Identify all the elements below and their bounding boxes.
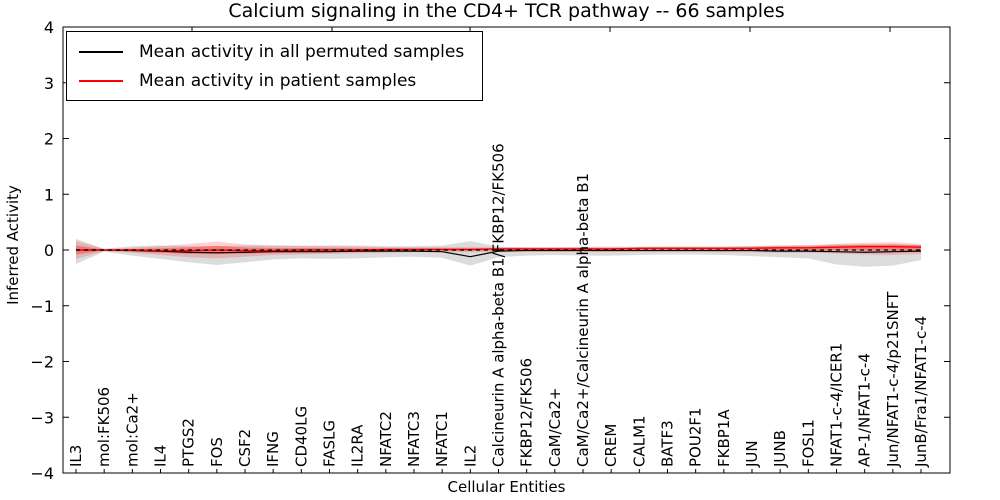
x-entity-label: AP-1/NFAT1-c-4: [856, 353, 874, 467]
x-entity-label: Calcineurin A alpha-beta B1/FKBP12/FK506: [490, 143, 508, 467]
x-entity-label: IL4: [152, 445, 170, 467]
x-entity-label: NFATC3: [405, 411, 423, 467]
y-tick-label: 1: [44, 185, 54, 204]
x-entity-label: JUN: [743, 440, 761, 468]
legend: Mean activity in all permuted samples Me…: [66, 31, 484, 101]
legend-label-permuted: Mean activity in all permuted samples: [139, 41, 465, 62]
x-entity-label: mol:Ca2+: [123, 392, 141, 467]
x-entity-label: JunB/Fra1/NFAT1-c-4: [912, 316, 930, 468]
line-mean-patient: [76, 245, 922, 252]
x-entity-label: CaM/Ca2+: [546, 388, 564, 467]
x-entity-label: Jun/NFAT1-c-4/p21SNFT: [884, 291, 902, 468]
x-entity-label: FOS: [208, 437, 226, 467]
x-axis-label: Cellular Entities: [447, 478, 566, 496]
line-mean-permuted: [76, 249, 922, 258]
y-tick-label: −2: [30, 353, 54, 372]
x-entity-label: IL2RA: [349, 424, 367, 467]
x-entity-label: FASLG: [321, 420, 339, 467]
x-entity-label: POU2F1: [687, 407, 705, 467]
x-entity-label: NFAT1-c-4/ICER1: [828, 343, 846, 467]
x-entity-label: IL3: [67, 445, 85, 467]
y-tick-label: −3: [30, 408, 54, 427]
x-entity-label: FOSL1: [799, 419, 817, 467]
x-entity-label: PTGS2: [180, 418, 198, 467]
y-tick-label: 3: [44, 74, 54, 93]
y-tick-label: −4: [30, 464, 54, 483]
x-entity-label: FKBP12/FK506: [518, 358, 536, 467]
x-entity-label: CD40LG: [292, 406, 310, 467]
x-entity-label: mol:FK506: [95, 387, 113, 467]
x-entity-label: CaM/Ca2+/Calcineurin A alpha-beta B1: [574, 173, 592, 467]
x-entity-label: CREM: [602, 424, 620, 467]
x-entity-label: NFATC1: [433, 411, 451, 467]
x-entity-label: CSF2: [236, 429, 254, 467]
legend-label-patient: Mean activity in patient samples: [139, 70, 417, 91]
x-entity-label: IL2: [461, 445, 479, 467]
y-tick-label: 4: [44, 18, 54, 37]
permuted-line-sample-icon: [79, 50, 123, 53]
x-entity-label: CALM1: [630, 415, 648, 467]
x-entity-label: IFNG: [264, 431, 282, 467]
legend-row-permuted: Mean activity in all permuted samples: [79, 37, 464, 66]
y-tick-label: −1: [30, 297, 54, 316]
x-entity-label: BATF3: [659, 420, 677, 467]
y-tick-label: 2: [44, 130, 54, 149]
band-patient-range-outer: [76, 241, 921, 259]
x-entity-label: JUNB: [771, 430, 789, 468]
patient-line-sample-icon: [79, 79, 123, 82]
legend-row-patient: Mean activity in patient samples: [79, 66, 464, 95]
x-entity-label: NFATC2: [377, 411, 395, 467]
y-tick-label: 0: [44, 241, 54, 260]
x-entity-label: FKBP1A: [715, 409, 733, 467]
chart-title: Calcium signaling in the CD4+ TCR pathwa…: [228, 0, 785, 22]
band-permuted-range: [76, 238, 921, 267]
